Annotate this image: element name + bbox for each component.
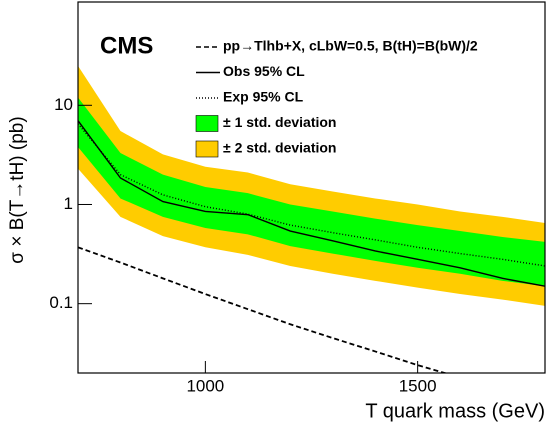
line bbox=[78, 123, 545, 267]
legend-label: ± 1 std. deviation bbox=[223, 114, 336, 130]
x-tick-label: 1000 bbox=[186, 376, 224, 395]
legend-label: ± 2 std. deviation bbox=[223, 140, 336, 156]
y-axis-label: σ × B(T→tH) (pb) bbox=[7, 116, 28, 263]
legend-symbol bbox=[195, 140, 219, 158]
plot-frame bbox=[77, 1, 546, 374]
line bbox=[78, 246, 448, 373]
band bbox=[78, 97, 545, 287]
legend-label: Exp 95% CL bbox=[223, 89, 304, 105]
x-tick-label: 1500 bbox=[399, 376, 437, 395]
y-tick-label: 10 bbox=[54, 95, 73, 114]
y-tick-label: 1 bbox=[64, 194, 73, 213]
legend-label: Obs 95% CL bbox=[223, 63, 305, 79]
legend-label: pp→Tlhb+X, cLbW=0.5, B(tH)=B(bW)/2 bbox=[223, 38, 478, 54]
x-axis-label: T quark mass (GeV) bbox=[365, 400, 545, 422]
legend-symbol bbox=[195, 115, 219, 132]
y-tick-label: 0.1 bbox=[49, 293, 73, 312]
line bbox=[78, 120, 545, 287]
plot-area bbox=[78, 65, 545, 373]
annotation: CMS bbox=[100, 32, 153, 59]
